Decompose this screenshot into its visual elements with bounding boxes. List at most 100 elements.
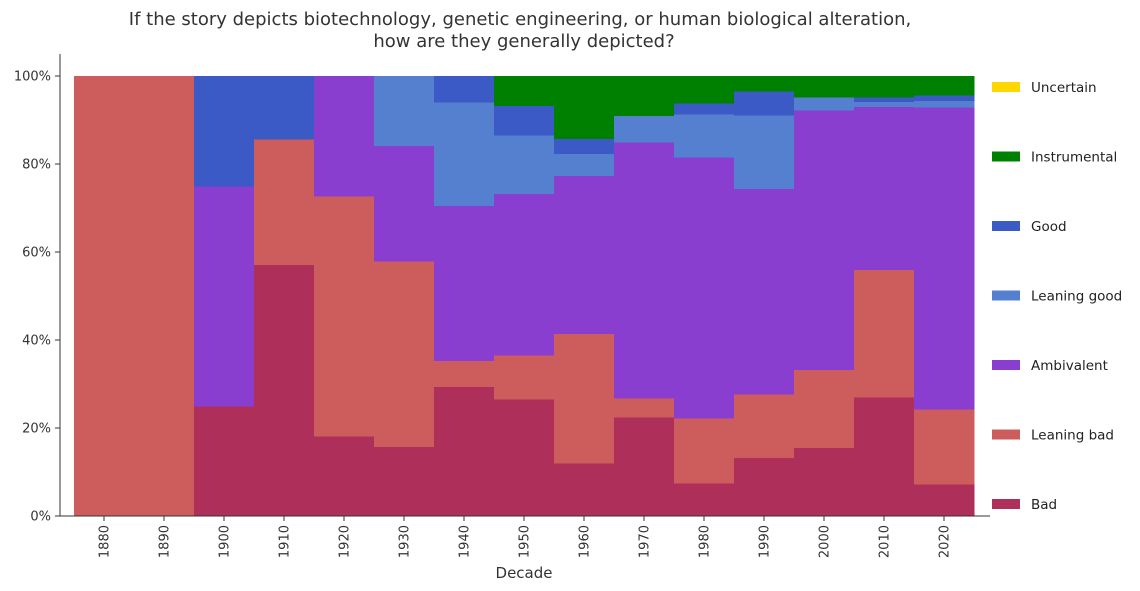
legend-label: Leaning bad [1031, 428, 1114, 444]
segment-good-1940 [434, 76, 495, 103]
x-tick-label: 1890 [158, 525, 173, 558]
segment-leaning-good-1960 [554, 153, 615, 176]
segment-leaning-bad-2020 [914, 409, 975, 485]
segment-instrumental-1970 [614, 76, 675, 116]
segment-instrumental-1960 [554, 76, 615, 139]
segment-good-1980 [674, 103, 735, 115]
segment-ambivalent-2000 [794, 110, 855, 370]
legend-swatch [992, 360, 1020, 370]
segment-instrumental-2000 [794, 76, 855, 98]
chart-title: If the story depicts biotechnology, gene… [129, 9, 911, 52]
segment-bad-2010 [854, 397, 915, 517]
legend-label: Good [1031, 219, 1067, 235]
y-tick-label: 40% [22, 334, 51, 349]
segment-instrumental-2010 [854, 76, 915, 98]
segment-leaning-good-1930 [374, 76, 435, 146]
legend-label: Uncertain [1031, 80, 1097, 96]
x-tick-label: 1990 [758, 525, 773, 558]
y-axis: 0% 20% 40% 60% 80% 100% [14, 54, 61, 525]
segment-leaning-good-1940 [434, 101, 495, 206]
y-tick-label: 20% [22, 422, 51, 437]
x-tick-label: 1950 [518, 525, 533, 558]
segment-leaning-bad-1970 [614, 398, 675, 418]
legend-item-bad: Bad [992, 497, 1057, 513]
segment-ambivalent-1990 [734, 188, 795, 395]
segment-bad-2000 [794, 447, 855, 517]
legend-swatch [992, 151, 1020, 162]
legend-swatch [992, 290, 1020, 301]
segment-bad-1990 [734, 457, 795, 517]
segment-good-1950 [494, 105, 555, 136]
legend: Uncertain Instrumental Good Leaning good Amb… [992, 80, 1122, 513]
segment-bad-2020 [914, 484, 975, 517]
segment-instrumental-1950 [494, 76, 555, 106]
chart-title-line-1: If the story depicts biotechnology, gene… [129, 9, 911, 30]
legend-item-leaning-bad: Leaning bad [992, 428, 1114, 444]
segment-ambivalent-2020 [914, 107, 975, 410]
segment-leaning-bad-1930 [374, 261, 435, 447]
y-tick-label: 60% [22, 246, 51, 261]
y-tick-label: 80% [22, 158, 51, 173]
legend-swatch [992, 499, 1020, 509]
segment-good-2020 [914, 94, 975, 102]
segment-leaning-bad-1990 [734, 394, 795, 458]
segment-leaning-bad-1910 [254, 138, 315, 266]
segment-leaning-bad-1880 [74, 76, 135, 517]
segment-ambivalent-1920 [314, 76, 375, 197]
segment-leaning-bad-2000 [794, 369, 855, 448]
legend-item-ambivalent: Ambivalent [992, 358, 1108, 374]
legend-swatch [992, 429, 1020, 440]
segment-ambivalent-2010 [854, 106, 915, 270]
legend-swatch [992, 82, 1020, 92]
segment-leaning-bad-1890 [134, 76, 195, 517]
chart-title-line-2: how are they generally depicted? [373, 31, 674, 52]
segment-leaning-good-1990 [734, 115, 795, 190]
segment-good-1960 [554, 138, 615, 154]
segment-bad-1900 [194, 406, 255, 517]
x-tick-label: 2020 [938, 525, 953, 558]
segment-bad-1950 [494, 398, 555, 517]
segment-instrumental-2020 [914, 76, 975, 96]
x-tick-label: 1960 [578, 525, 593, 558]
legend-item-leaning-good: Leaning good [992, 289, 1122, 305]
legend-swatch [992, 221, 1020, 231]
x-tick-label: 1930 [398, 525, 413, 558]
x-tick-label: 1970 [638, 525, 653, 558]
legend-item-instrumental: Instrumental [992, 150, 1117, 166]
x-tick-label: 2000 [818, 525, 833, 558]
segment-ambivalent-1980 [674, 156, 735, 419]
segment-leaning-good-1950 [494, 134, 555, 194]
y-tick-label: 100% [14, 70, 51, 85]
segment-bad-1970 [614, 417, 675, 517]
segment-ambivalent-1900 [194, 186, 255, 407]
segment-good-1900 [194, 76, 255, 187]
segment-instrumental-1980 [674, 76, 735, 104]
segment-bad-1960 [554, 463, 615, 517]
segment-instrumental-1990 [734, 76, 795, 92]
segment-leaning-bad-1940 [434, 360, 495, 388]
segment-leaning-bad-2010 [854, 269, 915, 398]
x-tick-label: 1880 [98, 525, 113, 558]
segment-ambivalent-1950 [494, 193, 555, 356]
segment-ambivalent-1960 [554, 175, 615, 335]
legend-label: Leaning good [1031, 289, 1122, 305]
x-tick-label: 1940 [458, 525, 473, 558]
segment-good-1990 [734, 90, 795, 116]
legend-label: Ambivalent [1031, 358, 1108, 374]
segment-leaning-bad-1960 [554, 333, 615, 464]
segment-bad-1930 [374, 446, 435, 517]
segment-ambivalent-1930 [374, 145, 435, 262]
legend-item-uncertain: Uncertain [992, 80, 1097, 96]
plot-area [74, 76, 975, 517]
segment-bad-1940 [434, 386, 495, 517]
segment-bad-1980 [674, 483, 735, 517]
legend-label: Bad [1031, 497, 1057, 513]
segment-ambivalent-1940 [434, 205, 495, 362]
x-tick-label: 1980 [698, 525, 713, 558]
segment-ambivalent-1970 [614, 142, 675, 399]
segment-leaning-good-2020 [914, 100, 975, 108]
legend-item-good: Good [992, 219, 1067, 235]
segment-leaning-good-2000 [794, 97, 855, 111]
x-axis-label: Decade [496, 564, 553, 582]
